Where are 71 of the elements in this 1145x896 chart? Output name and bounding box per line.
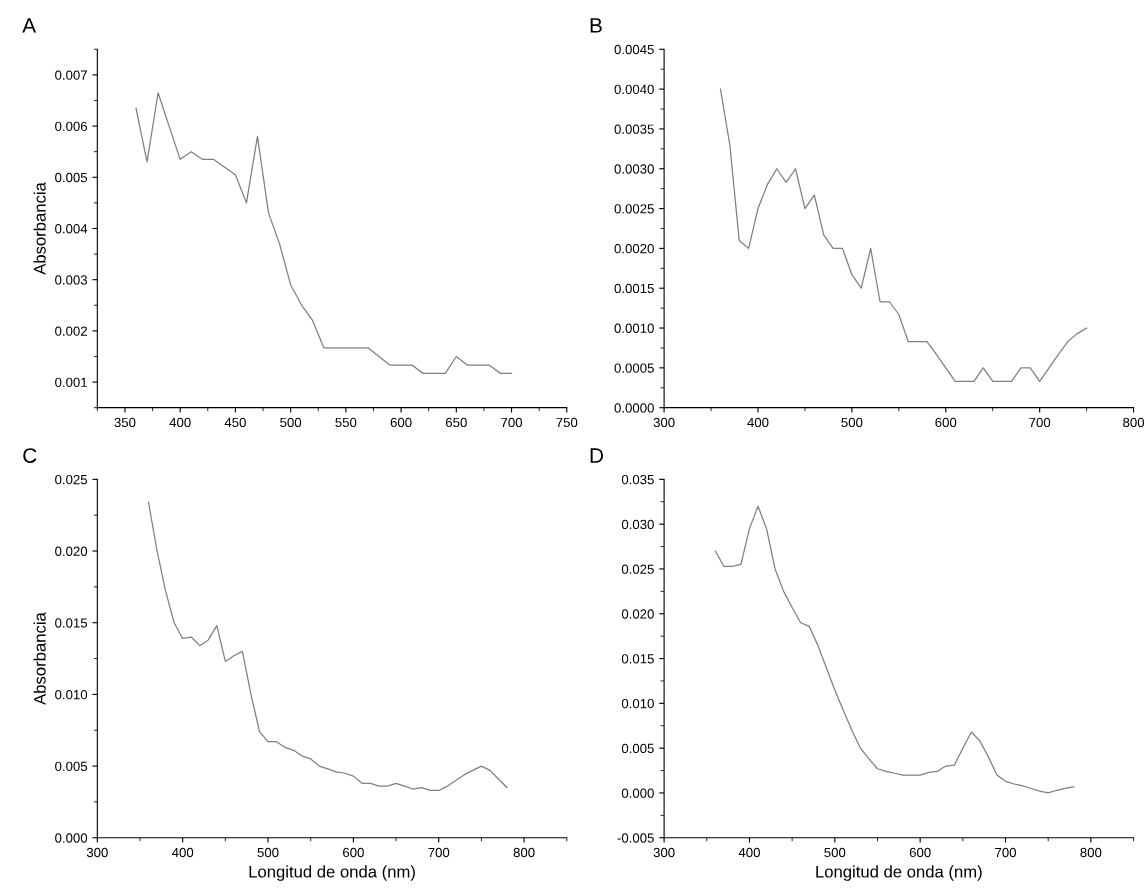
x-tick-label: 700 [1029,417,1051,428]
y-tick-label: 0.000 [55,833,88,843]
y-tick-label: 0.025 [55,474,88,485]
y-tick-label: 0.015 [621,654,654,664]
y-axis-title: Absorbancia [33,612,46,705]
y-axis-title: Absorbancia [33,182,46,275]
x-tick-label: 800 [1080,847,1102,858]
y-tick-label: 0.0035 [614,124,654,134]
y-tick-label: 0.015 [55,618,88,628]
x-tick-label: 700 [428,847,450,858]
y-tick-label: 0.006 [55,121,88,131]
x-tick-label: 300 [653,847,675,858]
x-tick-label: 500 [280,417,302,428]
y-tick-label: 0.000 [621,788,654,798]
x-tick-label: 400 [747,417,769,428]
x-tick-label: 750 [556,417,578,428]
x-tick-label: 600 [390,417,412,428]
x-tick-label: 400 [169,417,191,428]
x-tick-label: 600 [343,847,364,858]
x-tick-label: 500 [824,847,846,858]
y-tick-label: 0.003 [55,275,88,285]
y-tick-label: 0.0045 [614,44,654,55]
chart-title: B [590,18,602,33]
x-tick-label: 600 [935,417,957,428]
y-tick-label: 0.007 [55,70,87,80]
x-tick-label: 800 [1123,417,1145,428]
x-tick-label: 500 [841,417,863,428]
x-axis-title: Longitud de onda (nm) [816,865,982,881]
x-tick-label: 700 [995,847,1017,858]
y-tick-label: 0.004 [55,224,88,234]
x-tick-label: 550 [335,417,357,428]
y-tick-label: 0.0010 [614,323,654,333]
y-tick-label: 0.030 [621,519,654,530]
x-tick-label: 300 [86,847,108,858]
line-series [135,92,513,375]
y-tick-label: 0.025 [621,564,654,574]
x-tick-label: 300 [653,417,675,428]
line-series [147,501,508,792]
x-tick-label: 700 [501,417,523,428]
chart-title: D [590,448,604,463]
y-tick-label: 0.005 [621,743,654,754]
y-tick-label: 0.005 [55,761,88,771]
x-tick-label: 800 [513,847,535,858]
y-tick-label: 0.001 [55,377,87,387]
y-tick-label: 0.0030 [614,164,654,174]
x-tick-label: 450 [224,417,246,428]
line-series [714,505,1075,794]
y-tick-label: 0.0040 [614,84,654,95]
y-tick-label: 0.005 [55,172,88,183]
y-tick-label: 0.0005 [614,363,654,373]
x-axis-title: Longitud de onda (nm) [249,865,415,881]
y-tick-label: 0.020 [55,546,88,556]
x-tick-label: 400 [171,847,194,858]
x-tick-label: 650 [445,417,467,428]
y-tick-label: 0.002 [55,326,87,336]
y-tick-label: 0.010 [621,698,654,709]
y-tick-label: 0.0020 [614,243,654,254]
y-tick-label: 0.0025 [614,204,654,214]
y-tick-label: 0.035 [621,474,654,485]
y-tick-label: -0.005 [617,833,654,843]
y-tick-label: 0.0000 [614,403,654,413]
y-tick-label: 0.0015 [614,283,654,294]
chart-title: C [23,448,37,463]
x-tick-label: 350 [114,417,136,428]
x-tick-label: 600 [909,847,931,858]
y-tick-label: 0.010 [55,689,88,700]
x-tick-label: 500 [257,847,279,858]
x-tick-label: 400 [738,847,760,858]
y-tick-label: 0.020 [621,609,654,619]
line-series [719,88,1088,383]
chart-title: A [22,18,37,33]
